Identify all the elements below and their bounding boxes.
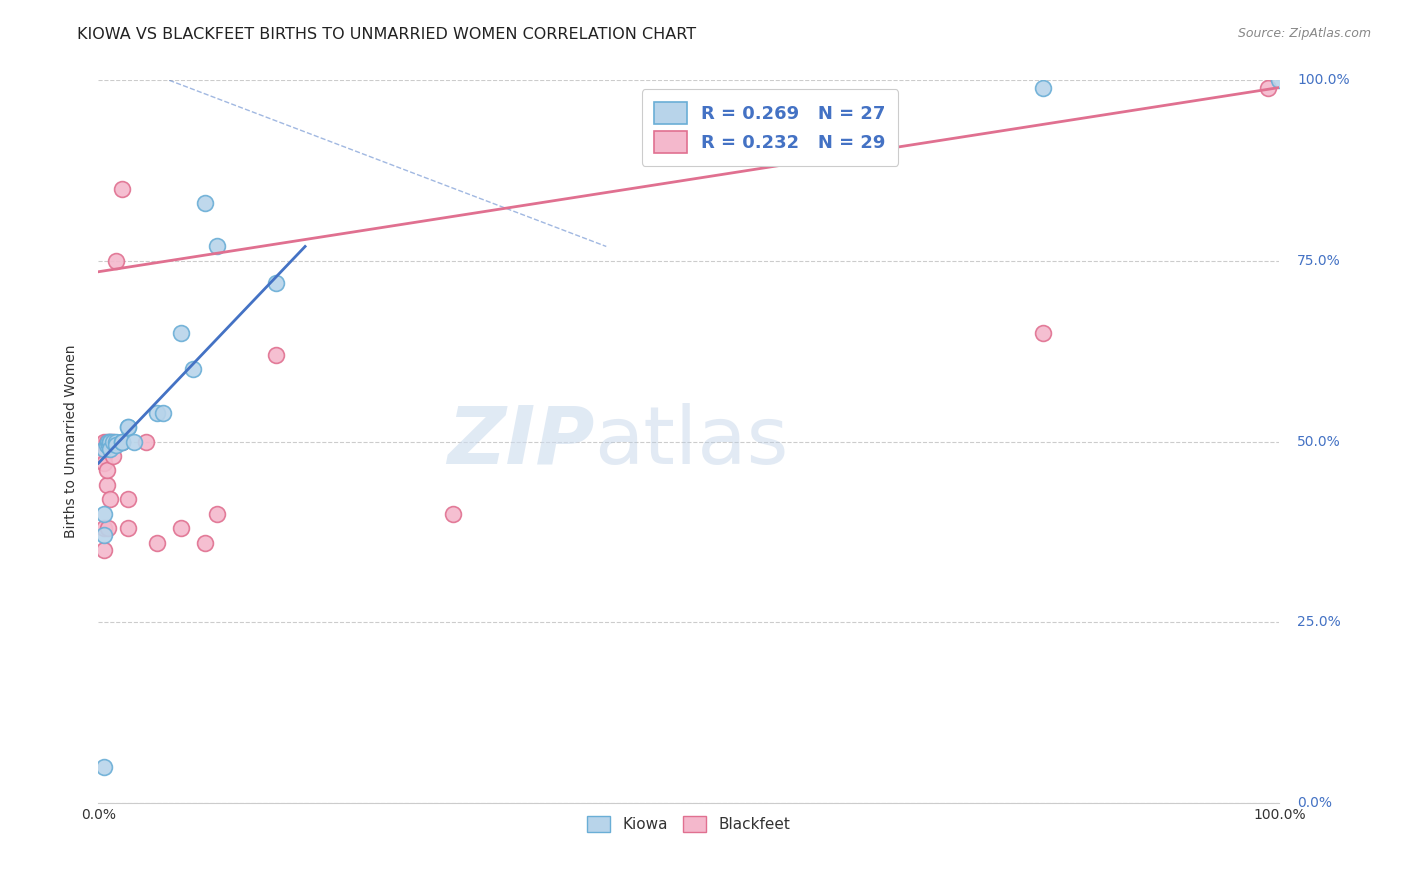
Point (1032, 80, 1054, 95)
Point (93, 456, 115, 470)
Point (117, 420, 139, 434)
Point (170, 521, 193, 535)
Text: ZIP: ZIP (447, 402, 595, 481)
Point (1032, 326, 1054, 340)
Point (117, 420, 139, 434)
Point (1268, 73, 1291, 87)
Point (135, 434, 157, 449)
Point (97, 438, 120, 452)
Point (98, 434, 121, 449)
Point (93, 438, 115, 452)
Point (105, 434, 128, 449)
Text: 0.0%: 0.0% (1298, 796, 1331, 810)
Point (1257, 80, 1279, 95)
Point (105, 438, 128, 452)
Point (111, 182, 134, 196)
Point (111, 434, 134, 449)
Text: 25.0%: 25.0% (1298, 615, 1341, 629)
Point (264, 276, 287, 290)
Point (117, 492, 139, 507)
Point (194, 196, 217, 211)
Point (93, 528, 115, 542)
Point (205, 239, 228, 253)
Y-axis label: Births to Unmarried Women: Births to Unmarried Women (63, 345, 77, 538)
Point (96, 478, 118, 492)
Text: 50.0%: 50.0% (1298, 434, 1341, 449)
Point (98, 434, 121, 449)
Point (93, 442, 115, 456)
Point (96, 463, 118, 477)
Point (194, 535, 217, 549)
Point (93, 760, 115, 774)
Point (264, 348, 287, 362)
Point (93, 521, 115, 535)
Point (93, 434, 115, 449)
Text: 100.0%: 100.0% (1298, 73, 1350, 87)
Point (98, 438, 121, 452)
Point (97, 434, 120, 449)
Text: 75.0%: 75.0% (1298, 254, 1341, 268)
Point (101, 434, 124, 449)
Point (98, 442, 121, 456)
Point (111, 434, 134, 449)
Point (146, 406, 169, 420)
Point (146, 535, 169, 549)
Point (111, 434, 134, 449)
Point (441, 507, 464, 521)
Point (98, 434, 121, 449)
Point (97, 521, 120, 535)
Point (93, 449, 115, 463)
Point (152, 406, 174, 420)
Text: Source: ZipAtlas.com: Source: ZipAtlas.com (1237, 27, 1371, 40)
Point (170, 326, 193, 340)
Point (181, 362, 204, 376)
Text: KIOWA VS BLACKFEET BIRTHS TO UNMARRIED WOMEN CORRELATION CHART: KIOWA VS BLACKFEET BIRTHS TO UNMARRIED W… (77, 27, 696, 42)
Point (101, 434, 124, 449)
Text: atlas: atlas (595, 402, 789, 481)
Point (93, 542, 115, 557)
Point (205, 507, 228, 521)
Point (93, 507, 115, 521)
Point (96, 434, 118, 449)
Point (117, 521, 139, 535)
Point (98, 492, 121, 507)
Point (122, 434, 145, 449)
Legend: Kiowa, Blackfeet: Kiowa, Blackfeet (581, 810, 797, 838)
Point (96, 438, 118, 452)
Point (101, 449, 124, 463)
Point (105, 253, 128, 268)
